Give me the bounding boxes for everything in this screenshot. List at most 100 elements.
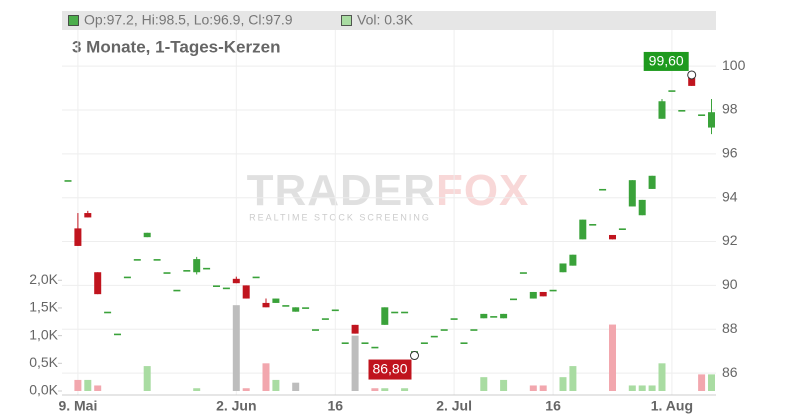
volume-bar xyxy=(480,377,488,391)
watermark-sub: REALTIME STOCK SCREENING xyxy=(249,212,431,222)
y-tick-label: 98 xyxy=(722,101,738,117)
volume-bar xyxy=(559,377,567,391)
volume-bar xyxy=(609,324,616,391)
volume-bar xyxy=(658,363,666,391)
candle-body xyxy=(74,228,82,246)
candle-body xyxy=(302,307,310,309)
y2-tick-label: 1,0K xyxy=(29,326,58,342)
candle-body xyxy=(470,329,478,331)
candle-body xyxy=(599,188,607,191)
y2-tick-label: 1,5K xyxy=(29,299,58,315)
candle-body xyxy=(351,324,359,334)
candle-body xyxy=(64,180,72,182)
grid xyxy=(62,30,716,395)
candle-body xyxy=(371,346,379,349)
candle-body xyxy=(104,311,112,314)
candles xyxy=(64,74,715,356)
axes: 86 88 90 92 94 96 98 100 0,0K 0,5K 1,0K 1,5K 2,0K 9. … xyxy=(29,57,745,414)
candle-body xyxy=(381,307,389,325)
y-tick-label: 86 xyxy=(722,364,738,380)
volume-bar xyxy=(381,388,389,391)
candle-body xyxy=(84,213,92,218)
y2-tick-label: 2,0K xyxy=(29,271,58,287)
candle-body xyxy=(519,272,527,274)
legend-bar xyxy=(62,11,716,30)
watermark: TRADERFOX xyxy=(247,166,530,215)
volume-bar xyxy=(638,385,646,391)
volume-bar xyxy=(143,366,151,391)
candle-body xyxy=(688,74,696,86)
candle-body xyxy=(361,342,369,344)
candle-body xyxy=(282,305,290,307)
volume-bar xyxy=(232,305,240,391)
x-tick-label: 1. Aug xyxy=(651,398,693,414)
candle-body xyxy=(114,333,121,336)
high-marker xyxy=(687,70,697,80)
x-tick-label: 16 xyxy=(545,398,561,414)
candle-body xyxy=(569,254,577,266)
candle-body xyxy=(529,291,537,299)
candle-body xyxy=(490,316,498,318)
volume-bar xyxy=(262,363,270,391)
candle-body xyxy=(480,313,488,319)
y-tick-label: 94 xyxy=(722,188,738,204)
candle-body xyxy=(460,342,468,344)
candle-body xyxy=(94,272,102,295)
candle-body xyxy=(232,278,240,284)
legend-ohlc: Op:97.2, Hi:98.5, Lo:96.9, Cl:97.9 xyxy=(84,12,293,28)
candle-body xyxy=(242,285,250,299)
candle-body xyxy=(401,311,409,314)
candle-body xyxy=(708,112,715,128)
y-tick-label: 88 xyxy=(722,320,738,336)
volume-bar xyxy=(272,379,280,391)
volume-bar xyxy=(698,374,706,391)
candle-body xyxy=(628,180,636,207)
volume-bar xyxy=(529,385,537,391)
candle-body xyxy=(579,219,587,240)
candle-body xyxy=(430,335,438,338)
candle-body xyxy=(391,311,399,314)
candle-body xyxy=(213,285,220,287)
candle-body xyxy=(510,298,517,301)
volume-bar xyxy=(708,374,715,391)
volume-bar xyxy=(74,379,82,391)
y2-tick-label: 0,5K xyxy=(29,354,58,370)
candle-body xyxy=(638,199,646,216)
candle-body xyxy=(589,224,597,226)
candle-body xyxy=(440,329,448,331)
y-tick-label: 96 xyxy=(722,145,738,161)
volume-bar xyxy=(500,379,508,391)
candle-body xyxy=(549,289,557,292)
candle-body xyxy=(609,234,616,240)
volume-bars xyxy=(74,305,715,391)
volume-bar xyxy=(242,388,250,391)
candle-body xyxy=(153,259,161,261)
y2-tick-label: 0,0K xyxy=(29,382,58,398)
candle-body xyxy=(183,270,191,272)
candle-body xyxy=(312,329,319,331)
candle-body xyxy=(559,263,567,273)
candle-body xyxy=(272,298,280,303)
volume-bar xyxy=(371,388,379,391)
watermark-right: FOX xyxy=(436,166,529,215)
volume-bar xyxy=(292,382,300,391)
candle-body xyxy=(450,318,458,320)
candle-body xyxy=(341,342,349,344)
volume-bar xyxy=(84,379,92,391)
candle-body xyxy=(321,318,329,320)
candle-body xyxy=(193,259,201,273)
candle-body xyxy=(668,90,676,92)
y-tick-label: 90 xyxy=(722,276,738,292)
watermark-left: TRADER xyxy=(247,166,436,215)
x-tick-label: 16 xyxy=(328,398,344,414)
candle-body xyxy=(678,110,686,112)
volume-bar xyxy=(569,366,577,391)
x-tick-label: 2. Jul xyxy=(436,398,472,414)
candle-body xyxy=(331,309,339,312)
volume-bar xyxy=(94,385,102,391)
candle-body xyxy=(252,276,260,279)
legend-volume-swatch xyxy=(341,15,352,26)
candle-body xyxy=(292,307,300,312)
low-label: 86,80 xyxy=(372,361,407,377)
